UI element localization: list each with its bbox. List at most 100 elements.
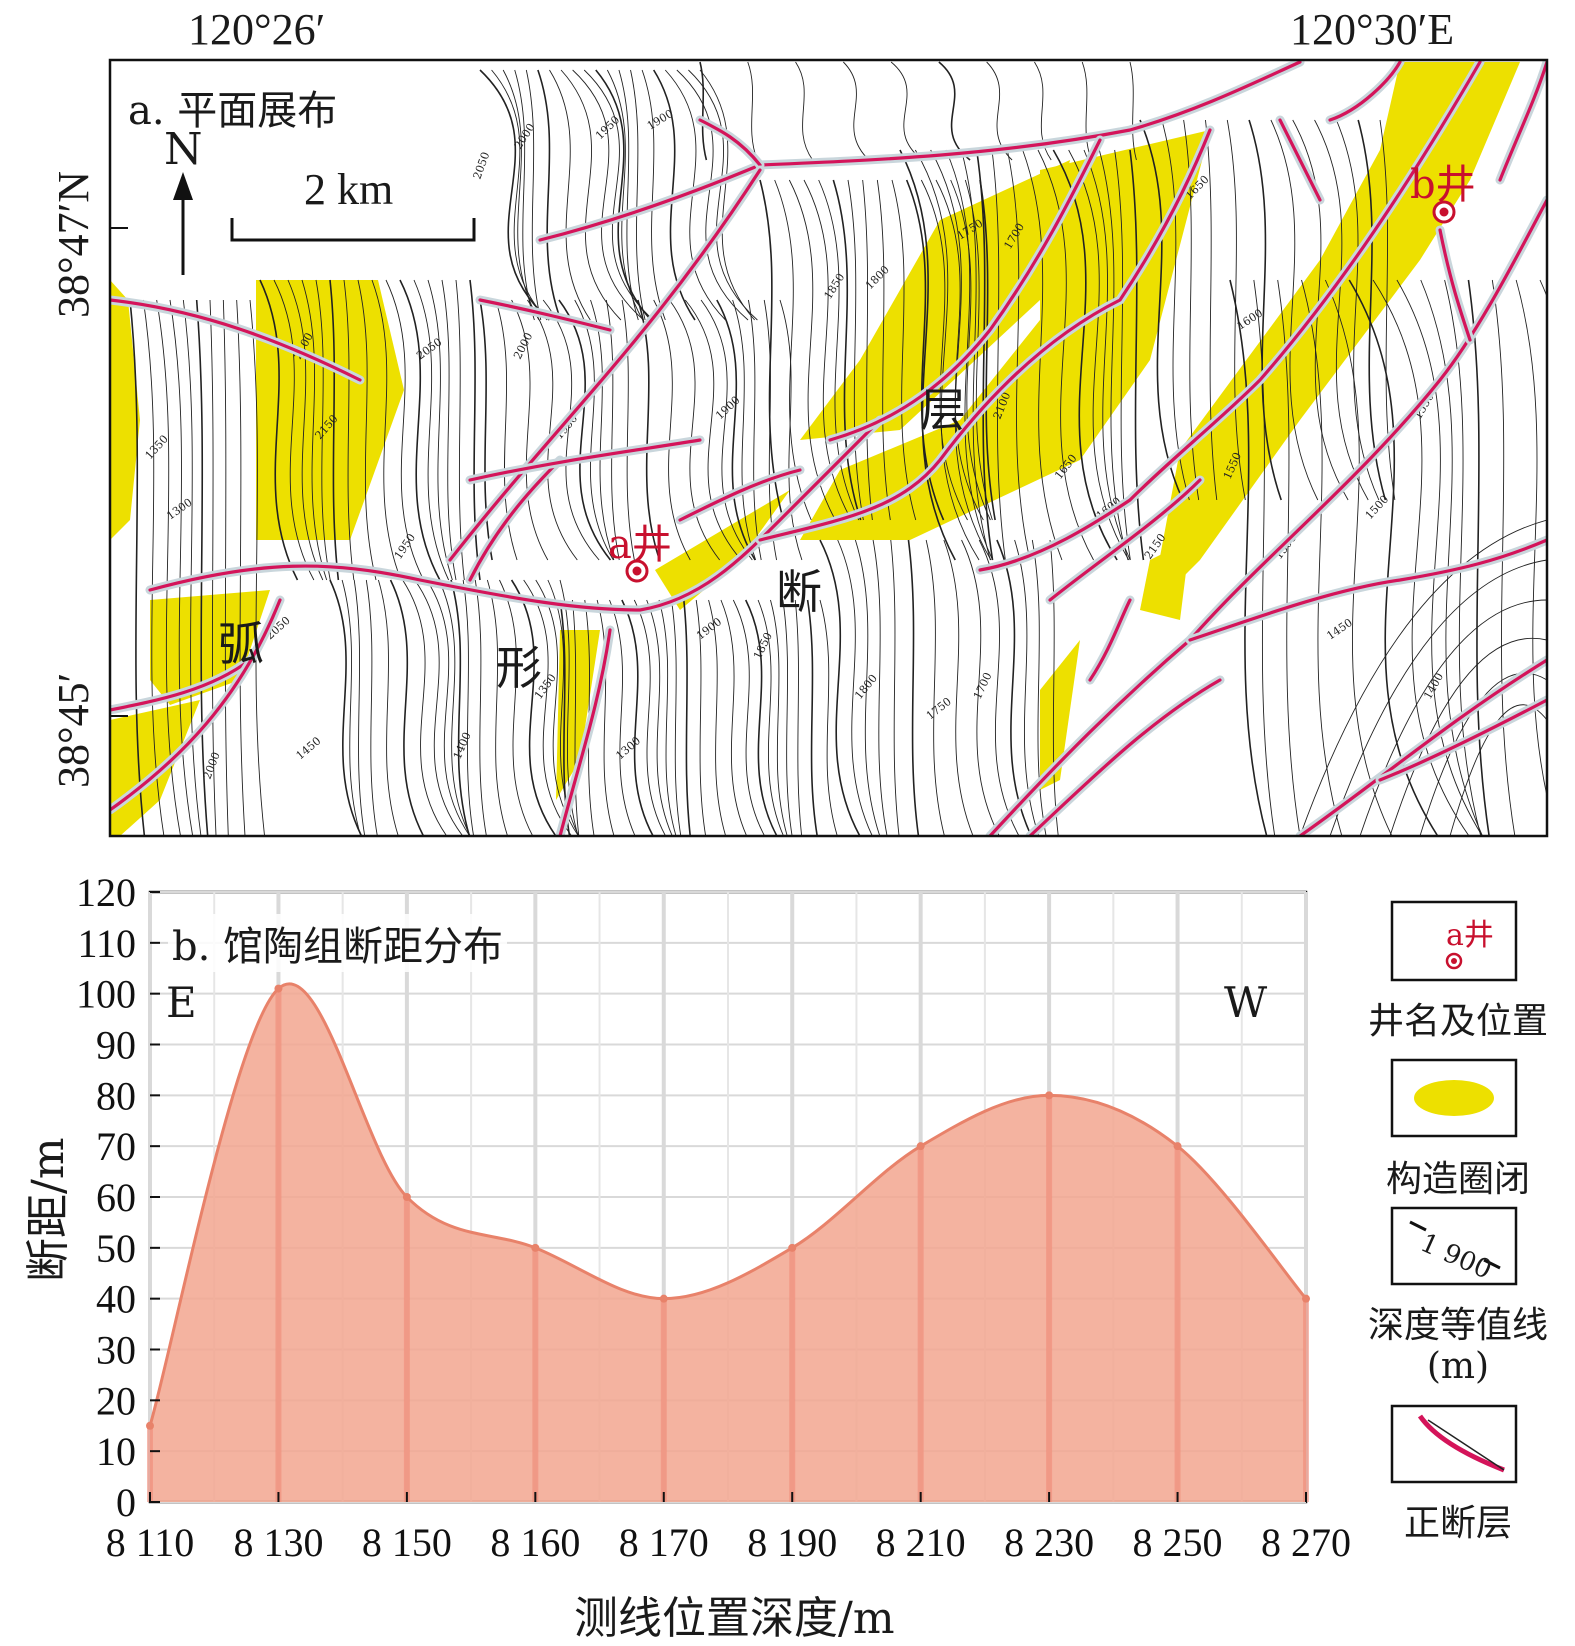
fault-line-14: [978, 60, 1482, 572]
closure-5: [800, 160, 1070, 440]
x-tick-label: 8 250: [1133, 1520, 1223, 1565]
y-tick-label: 0: [116, 1480, 136, 1525]
well-icon: [1445, 952, 1463, 970]
north-label: N: [164, 124, 203, 175]
fault-line-24: [1088, 598, 1132, 682]
legend-contour-box: [1390, 1206, 1518, 1286]
y-tick-label: 100: [76, 972, 136, 1017]
fault-icon: [1417, 1414, 1505, 1473]
legend-well-sample: a井: [1446, 918, 1494, 953]
y-tick-label: 70: [96, 1124, 136, 1169]
data-point-8: [1045, 1091, 1054, 1100]
y-tick-label: 90: [96, 1023, 136, 1068]
closure-11: [1140, 540, 1190, 620]
longitude-label-east: 120°30′E: [1290, 5, 1455, 54]
y-tick-label: 120: [76, 870, 136, 915]
map-frame: [108, 58, 1549, 838]
chart-area-series: [146, 982, 1310, 1502]
closure-8: [655, 490, 790, 610]
well-a-marker: [625, 559, 649, 583]
fault-line-20: [1378, 698, 1547, 782]
data-point-6: [788, 1243, 797, 1252]
y-tick-label: 10: [96, 1429, 136, 1474]
fault-line-26: [1278, 118, 1322, 202]
y-tick-label: 80: [96, 1073, 136, 1118]
data-point-4: [531, 1243, 540, 1252]
contour-icon: [1409, 1220, 1501, 1270]
fault-line-4: [110, 598, 282, 812]
north-arrow-icon: [173, 172, 193, 275]
fault-line-10: [468, 438, 702, 482]
fault-name-char-4: 层: [920, 383, 966, 437]
fault-line-15: [1048, 478, 1202, 602]
closure-1: [110, 280, 140, 540]
fault-line-7: [478, 298, 612, 332]
y-tick-label: 40: [96, 1277, 136, 1322]
fault-line-11: [758, 128, 1212, 542]
closure-7: [1150, 62, 1520, 610]
x-tick-label: 8 170: [619, 1520, 709, 1565]
closure-4: [110, 700, 200, 836]
x-tick-label: 8 160: [490, 1520, 580, 1565]
closure-10: [1040, 640, 1080, 790]
fault-line-22: [1328, 60, 1402, 122]
closure-icon: [1414, 1080, 1494, 1116]
legend-contour-label: 深度等值线: [1367, 1305, 1548, 1346]
x-tick-label: 8 270: [1261, 1520, 1351, 1565]
fault-line-19: [1298, 658, 1547, 836]
y-tick-label: 110: [77, 921, 136, 966]
legend-fault-label: 正断层: [1403, 1503, 1512, 1544]
fault-name-char-3: 断: [776, 565, 822, 619]
data-point-9: [1173, 1142, 1182, 1151]
direction-west-label: W: [1224, 978, 1268, 1027]
data-point-3: [402, 1193, 411, 1201]
data-point-5: [659, 1294, 668, 1303]
legend-well-label: 井名及位置: [1367, 1001, 1548, 1042]
y-tick-label: 60: [96, 1175, 136, 1220]
depth-contours: [129, 61, 1547, 836]
legend-closure-box: [1390, 1058, 1518, 1138]
fault-line-13: [678, 468, 802, 522]
data-point-7: [916, 1142, 925, 1151]
closure-9: [556, 630, 600, 800]
well-b-marker: [1432, 200, 1456, 224]
well-b-label: b井: [1410, 162, 1476, 208]
scale-bar: [230, 218, 476, 242]
x-tick-label: 8 210: [876, 1520, 966, 1565]
fault-line-3: [110, 658, 252, 712]
fault-line-25: [558, 628, 612, 836]
legend-contour-unit: (m): [1426, 1346, 1490, 1387]
y-tick-label: 30: [96, 1328, 136, 1373]
scale-label: 2 km: [304, 165, 394, 214]
y-tick-label: 50: [96, 1226, 136, 1271]
x-tick-label: 8 110: [106, 1520, 195, 1565]
throw-area-fill: [150, 983, 1306, 1502]
y-tick-label: 20: [96, 1378, 136, 1423]
well-a-label: a井: [608, 522, 672, 568]
chart-axes: 0 10 20 30 40 50 60 70 80 90 100 110 120 8 110 8 130 8 …: [76, 870, 1351, 1565]
fault-line-9: [448, 168, 762, 562]
data-point-10: [1302, 1294, 1310, 1303]
fault-line-21: [1438, 228, 1472, 342]
fault-line-23: [1498, 60, 1547, 182]
fault-line-17: [1028, 678, 1222, 836]
chart-title: b. 馆陶组断距分布: [168, 914, 508, 972]
data-point-2: [274, 984, 283, 993]
closure-6: [800, 130, 1210, 540]
data-point-1: [146, 1421, 154, 1430]
fault-name-char-1: 弧: [218, 617, 264, 671]
x-tick-label: 8 130: [233, 1520, 323, 1565]
fault-line-6: [698, 118, 762, 167]
x-tick-label: 8 230: [1004, 1520, 1094, 1565]
normal-faults: [110, 60, 1547, 836]
fault-name-char-2: 形: [496, 641, 542, 695]
fault-line-18: [1188, 538, 1547, 642]
fault-line-12: [828, 138, 1102, 442]
fault-line-5: [538, 60, 1302, 242]
fault-line-2: [148, 418, 882, 612]
x-tick-label: 8 150: [362, 1520, 452, 1565]
map-panel-title: a. 平面展布: [124, 78, 342, 136]
x-tick-label: 8 190: [747, 1520, 837, 1565]
